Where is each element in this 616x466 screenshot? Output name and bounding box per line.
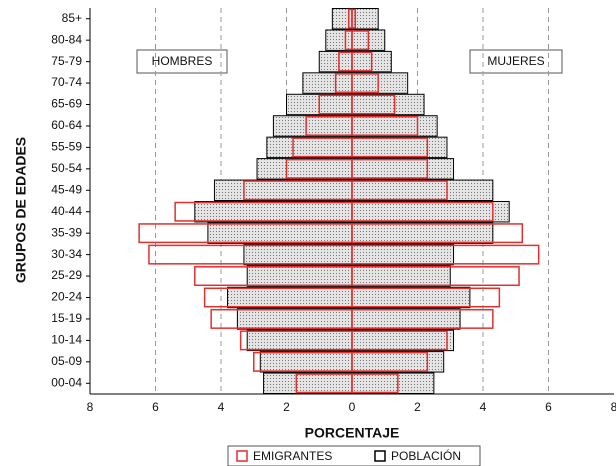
population-bar <box>351 115 438 137</box>
population-bar <box>243 243 353 266</box>
emigrant-bar <box>351 180 448 201</box>
population-bar <box>351 72 409 94</box>
y-tick-label: 30-34 <box>51 247 82 261</box>
population-bar <box>236 308 353 330</box>
emigrant-bar <box>351 8 357 29</box>
emigrant-bar <box>351 158 429 179</box>
y-axis-label: GRUPOS DE EDADES <box>13 137 29 283</box>
y-tick-label: 60-64 <box>51 118 82 132</box>
population-bar <box>351 329 455 352</box>
y-tick-label: 40-44 <box>51 204 82 218</box>
x-tick-label: 2 <box>414 400 421 414</box>
population-bar <box>351 222 494 244</box>
emigrant-bar <box>351 223 524 244</box>
annotation: MUJERES <box>487 54 544 68</box>
emigrant-bar <box>351 94 396 115</box>
y-tick-label: 15-19 <box>51 311 82 325</box>
population-bar <box>213 179 353 202</box>
population-bar <box>351 308 461 330</box>
emigrant-bar <box>351 330 448 351</box>
y-tick-label: 65-69 <box>51 97 82 111</box>
population-bar <box>227 286 353 309</box>
population-bar <box>351 243 455 266</box>
emigrant-bar <box>351 73 379 94</box>
emigrant-bar <box>351 201 494 222</box>
x-tick-label: 2 <box>283 400 290 414</box>
x-tick-label: 8 <box>611 400 616 414</box>
population-bar <box>351 286 471 309</box>
y-tick-label: 50-54 <box>51 161 82 175</box>
population-bar <box>259 351 353 373</box>
population-bar <box>246 265 353 287</box>
population-bar <box>272 115 353 137</box>
emigrant-bar <box>351 244 540 265</box>
y-tick-label: 75-79 <box>51 54 82 68</box>
y-tick-label: 05-09 <box>51 354 82 368</box>
x-tick-label: 0 <box>349 400 356 414</box>
annotation-box <box>469 49 563 74</box>
y-tick-label: 55-59 <box>51 140 82 154</box>
population-bar <box>263 372 353 394</box>
population-bar <box>246 329 353 352</box>
y-tick-label: 70-74 <box>51 75 82 89</box>
emigrant-bar <box>351 137 429 158</box>
x-tick-label: 6 <box>152 400 159 414</box>
population-bar <box>351 93 425 116</box>
population-bar <box>207 222 353 244</box>
y-tick-label: 85+ <box>62 11 82 25</box>
population-bar <box>351 136 448 159</box>
emigrant-bar <box>351 308 494 329</box>
population-bar <box>318 50 353 73</box>
x-tick-label: 8 <box>87 400 94 414</box>
legend-label: POBLACIÓN <box>391 448 461 463</box>
population-bar <box>325 29 353 51</box>
emigrant-bar <box>351 266 520 287</box>
x-tick-label: 4 <box>480 400 487 414</box>
legend <box>227 445 481 466</box>
emigrant-bar <box>351 30 370 51</box>
annotation-box <box>136 49 228 74</box>
population-bar <box>351 351 445 373</box>
population-bar <box>194 201 353 223</box>
population-bar <box>302 72 353 94</box>
y-tick-label: 00-04 <box>51 375 82 389</box>
y-tick-label: 45-49 <box>51 182 82 196</box>
population-bar <box>351 158 455 180</box>
population-bar <box>266 136 353 159</box>
population-bar <box>351 179 494 202</box>
y-tick-label: 35-39 <box>51 225 82 239</box>
population-bar <box>351 372 435 394</box>
emigrant-bar <box>351 287 501 308</box>
y-tick-label: 10-14 <box>51 333 82 347</box>
y-tick-label: 25-29 <box>51 268 82 282</box>
annotation: HOMBRES <box>152 54 213 68</box>
emigrant-bar <box>351 51 373 72</box>
y-tick-label: 80-84 <box>51 32 82 46</box>
population-bar <box>351 265 451 287</box>
x-tick-label: 4 <box>218 400 225 414</box>
emigrant-bar <box>351 373 399 394</box>
population-bar <box>351 201 510 223</box>
population-bar <box>256 158 353 180</box>
x-axis-label: PORCENTAJE <box>305 425 400 441</box>
emigrant-bar <box>351 115 419 136</box>
legend-swatch <box>236 450 248 462</box>
y-tick-label: 20-24 <box>51 290 82 304</box>
x-tick-label: 6 <box>545 400 552 414</box>
legend-label: EMIGRANTES <box>253 449 332 463</box>
legend-swatch <box>374 450 386 462</box>
emigrant-bar <box>351 351 429 372</box>
